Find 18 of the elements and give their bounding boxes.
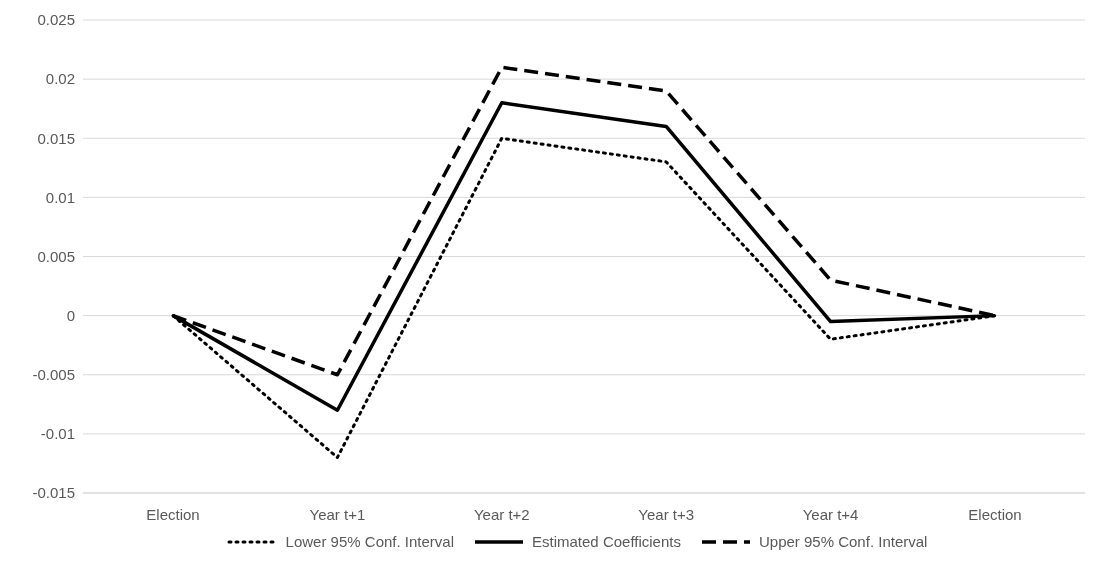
y-tick-label: 0.005 [37, 247, 75, 265]
legend-label: Upper 95% Conf. Interval [758, 533, 928, 550]
x-tick-label: Year t+1 [309, 505, 366, 523]
y-tick-label: 0.015 [37, 129, 75, 147]
y-tick-label: 0.02 [45, 70, 75, 88]
y-tick-label: 0.01 [45, 188, 75, 206]
x-tick-label: Election [968, 505, 1022, 523]
x-tick-label: Year t+3 [638, 505, 695, 523]
y-tick-label: -0.015 [32, 484, 75, 502]
y-tick-label: -0.005 [32, 366, 75, 384]
x-tick-label: Election [146, 505, 200, 523]
y-tick-label: 0 [66, 306, 75, 324]
y-tick-label: 0.025 [37, 11, 75, 29]
x-tick-label: Year t+4 [802, 505, 859, 523]
legend-label: Estimated Coefficients [532, 533, 681, 550]
x-tick-label: Year t+2 [473, 505, 530, 523]
legend-label: Lower 95% Conf. Interval [285, 533, 455, 550]
y-tick-label: -0.01 [40, 425, 75, 443]
